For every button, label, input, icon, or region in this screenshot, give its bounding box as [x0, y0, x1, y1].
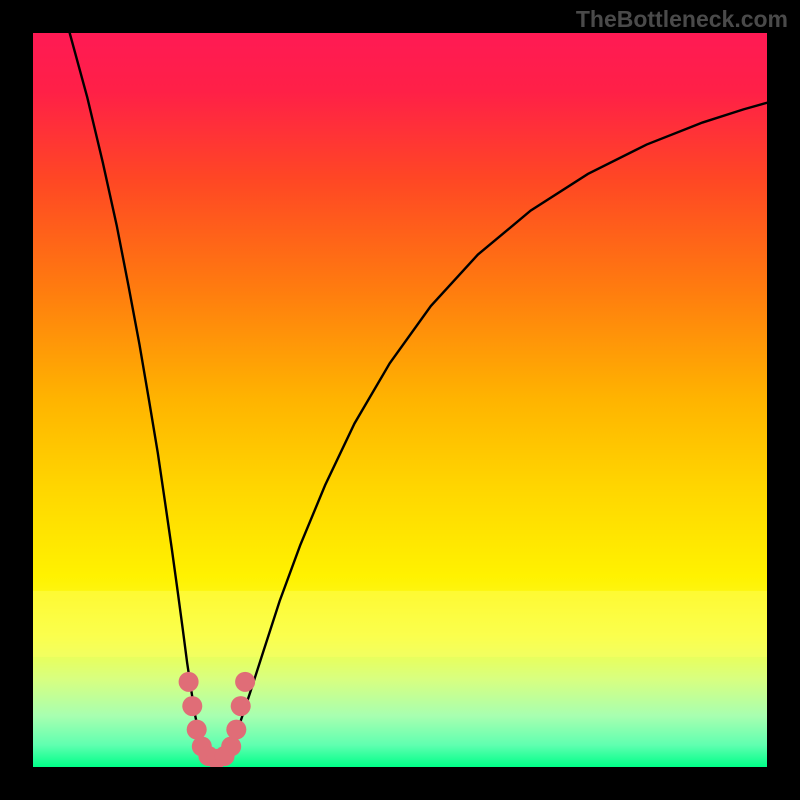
optimum-marker: [187, 720, 207, 740]
plot-area: [33, 33, 767, 767]
optimum-marker: [221, 736, 241, 756]
optimum-marker: [226, 720, 246, 740]
optimum-marker: [231, 696, 251, 716]
frame: TheBottleneck.com: [0, 0, 800, 800]
plot-svg: [33, 33, 767, 767]
watermark-text: TheBottleneck.com: [576, 6, 788, 33]
yellow-highlight-band: [33, 591, 767, 657]
optimum-marker: [235, 672, 255, 692]
optimum-marker: [179, 672, 199, 692]
optimum-marker: [182, 696, 202, 716]
